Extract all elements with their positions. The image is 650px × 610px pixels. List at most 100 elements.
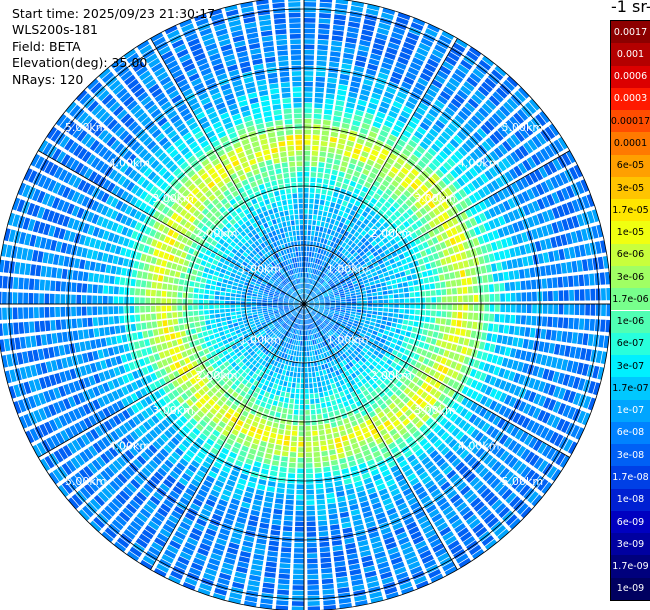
ray-gate — [317, 311, 323, 315]
ray-gate — [312, 294, 317, 298]
ray-gate — [324, 374, 329, 380]
ray-gate — [523, 434, 534, 446]
ray-gate — [422, 117, 433, 127]
ray-gate — [535, 424, 545, 437]
ray-gate — [239, 324, 245, 329]
ray-gate — [462, 422, 471, 432]
ray-gate — [361, 122, 371, 130]
ray-gate — [297, 346, 300, 351]
ray-gate — [494, 283, 500, 292]
ray-gate — [351, 306, 357, 309]
ray-gate — [310, 340, 313, 346]
ray-gate — [318, 284, 323, 289]
ray-gate — [464, 102, 476, 113]
ray-gate — [329, 367, 334, 373]
ray-gate — [318, 28, 330, 35]
ray-gate — [306, 294, 309, 300]
ray-gate — [343, 389, 350, 396]
ray-gate — [392, 318, 398, 323]
ray-gate — [382, 57, 395, 65]
ray-gate — [473, 148, 484, 159]
ray-gate — [284, 510, 294, 516]
ray-gate — [334, 292, 340, 296]
ray-gate — [556, 358, 564, 370]
ray-gate — [354, 370, 361, 376]
ray-gate — [493, 147, 504, 159]
ray-gate — [304, 166, 310, 172]
ray-gate — [334, 105, 344, 112]
ray-gate — [463, 260, 470, 268]
ray-gate — [470, 115, 482, 126]
ray-gate — [596, 224, 604, 238]
ray-gate — [403, 162, 413, 171]
ray-gate — [397, 206, 405, 214]
ray-gate — [410, 298, 415, 303]
ray-gate — [585, 289, 591, 301]
ray-gate — [407, 120, 418, 129]
ray-gate — [518, 87, 530, 99]
ray-gate — [352, 323, 358, 327]
ray-gate — [365, 8, 379, 16]
ray-gate — [317, 167, 324, 173]
ray-gate — [368, 131, 378, 139]
ray-gate — [312, 441, 319, 447]
ray-gate — [395, 372, 403, 380]
ray-gate — [403, 349, 411, 356]
ray-gate — [319, 307, 325, 310]
ray-gate — [478, 294, 484, 302]
ray-gate — [332, 225, 338, 231]
ray-gate — [432, 268, 438, 275]
ray-gate — [335, 298, 341, 301]
ray-gate — [308, 284, 311, 289]
ray-gate — [332, 545, 343, 552]
ray-gate — [556, 205, 565, 218]
ray-gate — [396, 352, 403, 359]
ray-gate — [465, 399, 474, 409]
ray-gate — [205, 341, 212, 347]
ray-gate — [97, 349, 104, 359]
ray-gate — [334, 231, 339, 238]
ray-gate — [516, 463, 527, 475]
ray-gate — [370, 318, 377, 323]
ray-gate — [396, 261, 403, 267]
ray-gate — [361, 329, 367, 335]
ray-gate — [566, 201, 575, 214]
ray-gate — [308, 340, 311, 346]
ray-gate — [340, 228, 346, 235]
ray-gate — [354, 238, 360, 245]
ray-gate — [333, 208, 339, 215]
ray-gate — [343, 52, 354, 60]
ray-gate — [458, 354, 465, 363]
ray-gate — [335, 296, 340, 299]
ray-gate — [530, 117, 542, 130]
ray-gate — [356, 338, 362, 344]
ray-gate — [489, 304, 495, 312]
ray-gate — [442, 376, 451, 385]
ray-gate — [449, 413, 459, 423]
ray-gate — [264, 425, 272, 432]
ray-gate — [357, 160, 365, 168]
ray-gate — [425, 263, 432, 270]
ray-gate — [440, 357, 448, 365]
ray-gate — [319, 0, 333, 3]
ray-gate — [321, 130, 330, 136]
ray-gate — [337, 89, 347, 96]
ray-gate — [345, 296, 351, 300]
ray-gate — [346, 304, 352, 306]
ray-gate — [315, 290, 320, 294]
ray-gate — [420, 291, 426, 297]
ray-gate — [327, 271, 332, 277]
ray-gate — [365, 317, 371, 321]
ray-gate — [260, 401, 266, 408]
ray-gate — [190, 328, 197, 335]
ray-gate — [186, 349, 193, 356]
ray-gate — [514, 326, 520, 336]
ray-gate — [319, 308, 324, 311]
ray-gate — [471, 276, 478, 285]
ray-gate — [294, 532, 304, 537]
ray-gate — [565, 232, 573, 245]
ray-gate — [307, 600, 320, 606]
ray-gate — [388, 304, 394, 308]
ray-gate — [328, 312, 334, 315]
ray-gate — [335, 181, 342, 188]
